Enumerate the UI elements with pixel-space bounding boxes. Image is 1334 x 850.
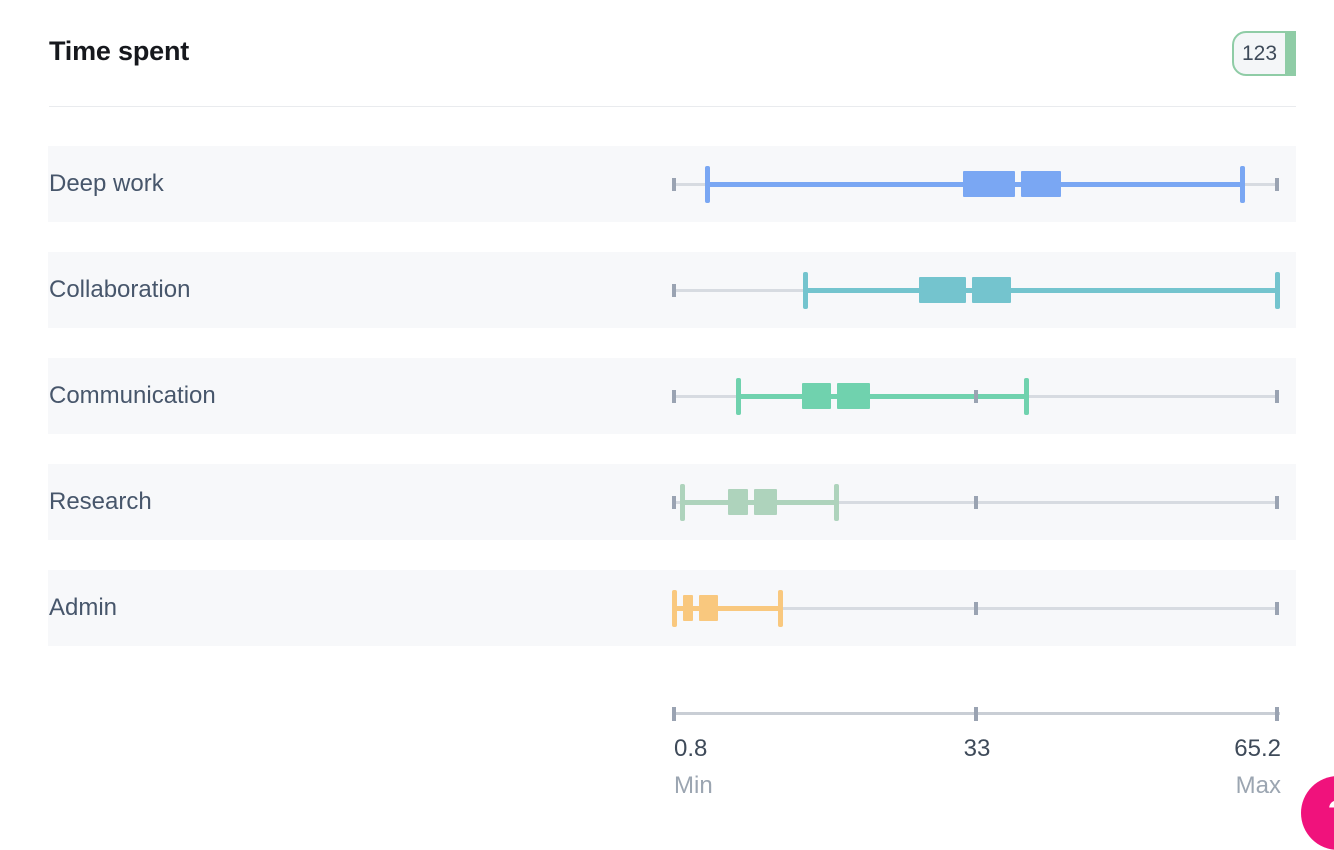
axis-tick-0 xyxy=(672,707,676,721)
category-label: Deep work xyxy=(49,170,164,197)
axis-reference-tick-1 xyxy=(973,496,978,509)
whisker-line[interactable] xyxy=(674,606,781,611)
axis-reference-tick-0 xyxy=(672,496,676,509)
whisker-min-tick[interactable] xyxy=(705,166,711,203)
help-launcher-button[interactable]: ? xyxy=(1301,776,1334,850)
category-row-communication: Communication xyxy=(48,358,1296,434)
question-mark-icon: ? xyxy=(1328,794,1334,833)
axis-reference-tick-2 xyxy=(1275,178,1279,191)
box-q1-to-median[interactable] xyxy=(728,489,748,515)
record-count-badge: 123 xyxy=(1232,31,1296,76)
whisker-max-tick[interactable] xyxy=(1023,378,1029,415)
axis-tick-1 xyxy=(973,707,978,721)
box-median-to-q3[interactable] xyxy=(837,383,870,409)
axis-tick-2 xyxy=(1275,707,1279,721)
box-median-to-q3[interactable] xyxy=(971,277,1012,303)
box-median-to-q3[interactable] xyxy=(1020,171,1061,197)
axis-reference-tick-2 xyxy=(1275,496,1279,509)
whisker-max-tick[interactable] xyxy=(1274,272,1280,309)
category-label: Research xyxy=(49,488,152,515)
axis-label-min: 0.8 xyxy=(674,735,708,762)
title-divider xyxy=(49,106,1296,107)
whisker-max-tick[interactable] xyxy=(778,590,784,627)
category-row-deep-work: Deep work xyxy=(48,146,1296,222)
whisker-max-tick[interactable] xyxy=(834,484,840,521)
whisker-line[interactable] xyxy=(805,288,1277,293)
whisker-min-tick[interactable] xyxy=(736,378,742,415)
category-row-collaboration: Collaboration xyxy=(48,252,1296,328)
box-q1-to-median[interactable] xyxy=(683,595,693,621)
axis-reference-tick-0 xyxy=(672,390,676,403)
axis-label-max: 65.2 xyxy=(1234,735,1281,762)
axis-reference-tick-0 xyxy=(672,178,676,191)
axis-reference-tick-1 xyxy=(973,602,978,615)
category-label: Admin xyxy=(49,594,118,621)
axis-reference-tick-2 xyxy=(1275,602,1279,615)
record-count-badge-strip xyxy=(1285,33,1294,74)
box-median-to-q3[interactable] xyxy=(698,595,718,621)
category-row-research: Research xyxy=(48,464,1296,540)
whisker-max-tick[interactable] xyxy=(1239,166,1245,203)
axis-reference-tick-0 xyxy=(672,284,676,297)
box-q1-to-median[interactable] xyxy=(919,277,966,303)
whisker-line[interactable] xyxy=(738,394,1027,399)
box-median-to-q3[interactable] xyxy=(753,489,777,515)
record-count-value: 123 xyxy=(1241,41,1278,65)
category-label: Communication xyxy=(49,382,216,409)
axis-caption-min: Min xyxy=(674,772,713,799)
page-title: Time spent xyxy=(49,36,190,66)
whisker-min-tick[interactable] xyxy=(679,484,685,521)
category-row-admin: Admin xyxy=(48,570,1296,646)
axis-reference-tick-2 xyxy=(1275,390,1279,403)
axis-reference-tick-1 xyxy=(973,390,978,403)
axis-caption-max: Max xyxy=(1235,772,1281,799)
axis-label-mid: 33 xyxy=(963,735,991,762)
box-q1-to-median[interactable] xyxy=(963,171,1015,197)
whisker-min-tick[interactable] xyxy=(671,590,677,627)
whisker-min-tick[interactable] xyxy=(802,272,808,309)
box-q1-to-median[interactable] xyxy=(802,383,832,409)
category-label: Collaboration xyxy=(49,276,191,303)
